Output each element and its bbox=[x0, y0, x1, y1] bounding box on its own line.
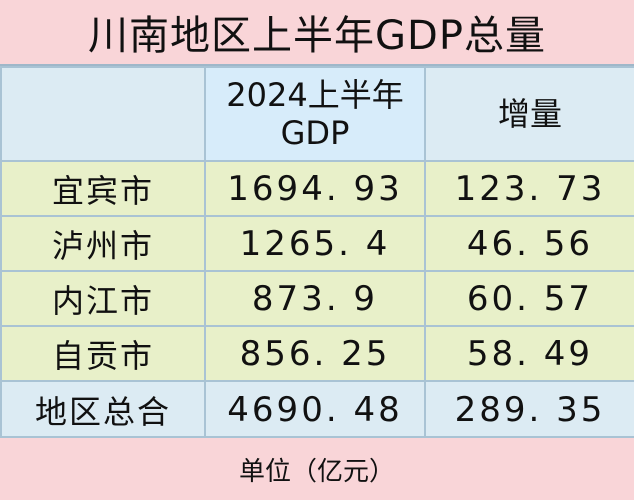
increase-cell: 60. 57 bbox=[424, 270, 634, 327]
increase-cell: 123. 73 bbox=[424, 160, 634, 217]
city-cell: 泸州市 bbox=[0, 215, 206, 272]
gdp-table: 2024上半年 GDP 增量 宜宾市 1694. 93 123. 73 泸州市 … bbox=[0, 66, 634, 440]
page-title: 川南地区上半年GDP总量 bbox=[0, 0, 634, 66]
increase-cell: 58. 49 bbox=[424, 325, 634, 382]
gdp-cell: 1694. 93 bbox=[204, 160, 426, 217]
total-increase-cell: 289. 35 bbox=[424, 380, 634, 440]
city-cell: 宜宾市 bbox=[0, 160, 206, 217]
total-label-cell: 地区总合 bbox=[0, 380, 206, 440]
gdp-cell: 873. 9 bbox=[204, 270, 426, 327]
header-gdp-line2: GDP bbox=[280, 114, 350, 152]
table-row: 泸州市 1265. 4 46. 56 bbox=[0, 215, 634, 272]
header-increase-cell: 增量 bbox=[424, 66, 634, 162]
table-row: 自贡市 856. 25 58. 49 bbox=[0, 325, 634, 382]
table-header-row: 2024上半年 GDP 增量 bbox=[0, 66, 634, 162]
header-gdp-line1: 2024上半年 bbox=[226, 76, 404, 114]
gdp-cell: 1265. 4 bbox=[204, 215, 426, 272]
gdp-cell: 856. 25 bbox=[204, 325, 426, 382]
city-cell: 自贡市 bbox=[0, 325, 206, 382]
total-row: 地区总合 4690. 48 289. 35 bbox=[0, 380, 634, 440]
table-row: 宜宾市 1694. 93 123. 73 bbox=[0, 160, 634, 217]
city-cell: 内江市 bbox=[0, 270, 206, 327]
increase-cell: 46. 56 bbox=[424, 215, 634, 272]
total-gdp-cell: 4690. 48 bbox=[204, 380, 426, 440]
table-row: 内江市 873. 9 60. 57 bbox=[0, 270, 634, 327]
header-gdp-cell: 2024上半年 GDP bbox=[204, 66, 426, 162]
header-blank-cell bbox=[0, 66, 206, 162]
unit-note: 单位（亿元） bbox=[0, 436, 634, 500]
